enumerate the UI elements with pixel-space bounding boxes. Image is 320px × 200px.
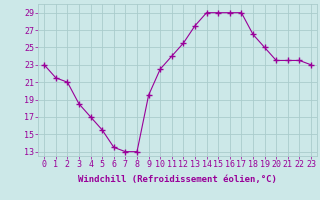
X-axis label: Windchill (Refroidissement éolien,°C): Windchill (Refroidissement éolien,°C): [78, 175, 277, 184]
